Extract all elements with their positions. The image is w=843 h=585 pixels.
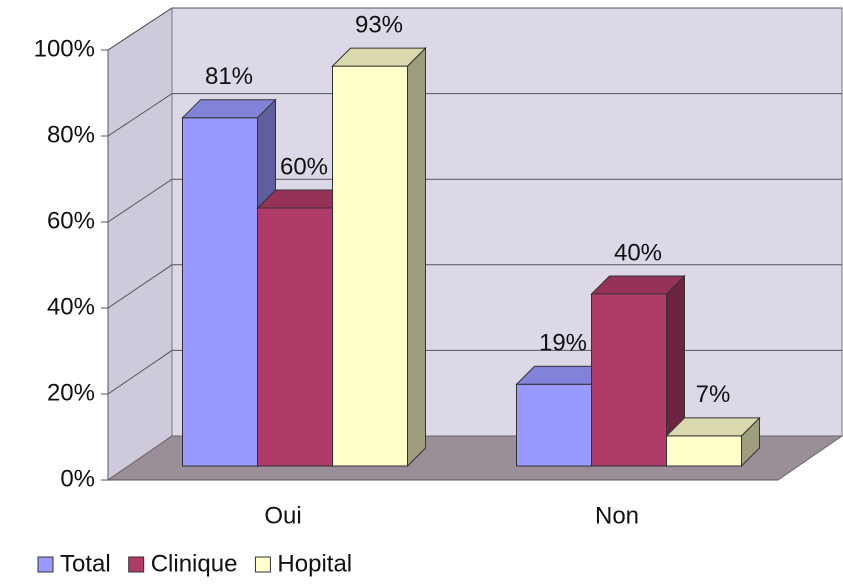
bar-front bbox=[591, 293, 667, 467]
bar-front bbox=[516, 383, 592, 467]
bar-top bbox=[331, 47, 427, 67]
bar bbox=[590, 274, 686, 468]
bar-side bbox=[407, 46, 426, 468]
y-tick-label: 60% bbox=[47, 207, 95, 234]
value-label: 60% bbox=[280, 153, 328, 180]
value-label: 40% bbox=[614, 239, 662, 266]
legend-swatch bbox=[254, 556, 271, 573]
bar-front bbox=[182, 117, 258, 467]
grid-line bbox=[107, 93, 842, 137]
value-label: 7% bbox=[696, 381, 731, 408]
x-tick-label: Oui bbox=[264, 502, 301, 529]
value-label: 19% bbox=[539, 330, 587, 357]
side-wall bbox=[107, 7, 173, 481]
legend-swatch bbox=[128, 556, 145, 573]
value-label: 93% bbox=[355, 11, 403, 38]
x-tick-label: Non bbox=[595, 502, 639, 529]
legend-swatch bbox=[37, 556, 54, 573]
y-tick-label: 0% bbox=[60, 465, 95, 492]
bar-top bbox=[665, 417, 761, 437]
bar-top bbox=[590, 275, 686, 295]
bar bbox=[665, 416, 761, 468]
value-label: 81% bbox=[205, 63, 253, 90]
legend-label: Clinique bbox=[151, 550, 238, 577]
bar-front bbox=[332, 65, 408, 467]
bar-front bbox=[666, 435, 742, 467]
bar-top bbox=[181, 99, 277, 119]
legend-label: Hopital bbox=[277, 550, 352, 577]
legend-label: Total bbox=[60, 550, 111, 577]
grid-line bbox=[107, 264, 842, 309]
y-tick-label: 40% bbox=[47, 293, 95, 320]
y-tick-label: 100% bbox=[34, 35, 95, 62]
bar bbox=[331, 46, 427, 468]
y-tick-label: 20% bbox=[47, 379, 95, 406]
grid-line bbox=[107, 7, 842, 51]
bar-front bbox=[257, 207, 333, 467]
y-tick-label: 80% bbox=[47, 121, 95, 148]
grid-line bbox=[107, 178, 842, 223]
